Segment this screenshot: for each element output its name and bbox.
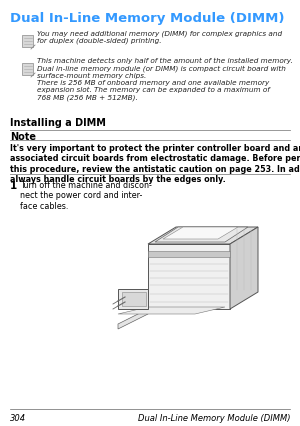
FancyBboxPatch shape [22, 64, 33, 76]
Polygon shape [163, 227, 238, 239]
Text: Dual In-Line Memory Module (DIMM): Dual In-Line Memory Module (DIMM) [137, 413, 290, 422]
Text: Note: Note [10, 132, 36, 142]
Polygon shape [122, 292, 146, 306]
Polygon shape [118, 307, 225, 314]
Polygon shape [230, 227, 258, 309]
Text: This machine detects only half of the amount of the installed memory.
Dual in-li: This machine detects only half of the am… [37, 58, 293, 100]
FancyBboxPatch shape [22, 36, 33, 48]
Text: 1: 1 [10, 181, 17, 190]
Text: Dual In-Line Memory Module (DIMM): Dual In-Line Memory Module (DIMM) [10, 12, 284, 25]
Text: Turn off the machine and discon-
nect the power cord and inter-
face cables.: Turn off the machine and discon- nect th… [20, 181, 152, 210]
Polygon shape [155, 227, 248, 242]
Text: Installing a DIMM: Installing a DIMM [10, 118, 106, 128]
Text: It's very important to protect the printer controller board and any
associated c: It's very important to protect the print… [10, 144, 300, 184]
Text: 304: 304 [10, 413, 26, 422]
Polygon shape [118, 309, 148, 329]
Polygon shape [148, 251, 230, 257]
Polygon shape [118, 289, 148, 309]
Polygon shape [148, 245, 230, 309]
Text: You may need additional memory (DIMM) for complex graphics and
for duplex (doubl: You may need additional memory (DIMM) fo… [37, 30, 282, 44]
Polygon shape [148, 227, 258, 245]
